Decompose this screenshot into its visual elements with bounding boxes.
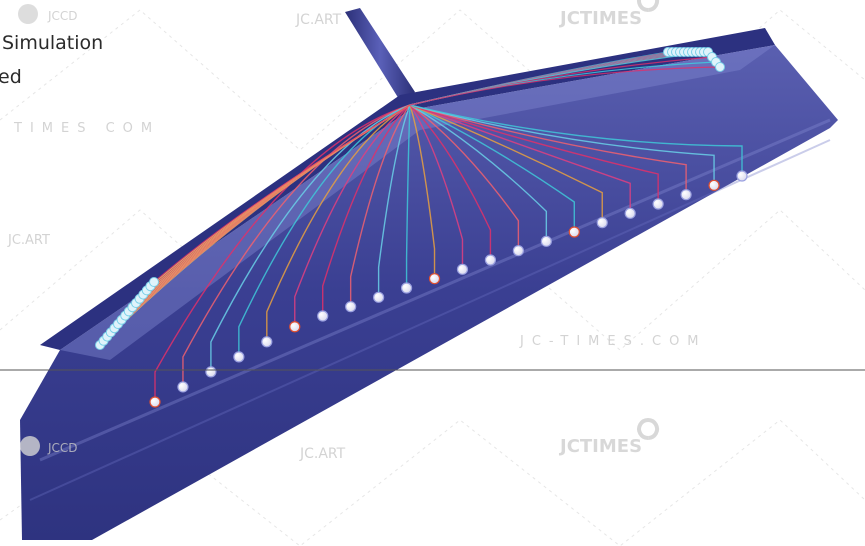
sensor-node-icon	[400, 282, 413, 294]
sensor-node-icon	[624, 207, 636, 219]
flow-line	[409, 104, 715, 186]
sensor-node-icon	[652, 198, 664, 210]
flow-line	[409, 104, 436, 279]
sensor-node-icon	[317, 310, 329, 322]
mold-top-surface	[60, 45, 775, 360]
flow-line	[322, 104, 411, 316]
flow-line-group	[99, 51, 743, 402]
flow-line	[210, 104, 411, 372]
jccd-logo-icon	[20, 436, 40, 456]
jccd-logo-icon	[18, 4, 38, 24]
mold-edge-band	[39, 118, 831, 462]
sensor-node-icon	[708, 179, 720, 191]
watermark-group: JCCD JCTIMES JC.ART JC.ART TIMES COM JC-…	[7, 0, 707, 462]
flow-line	[409, 104, 631, 214]
sensor-node-icon	[149, 396, 161, 408]
jctimes-logo-icon	[637, 0, 660, 12]
watermark-jc-art-bottom: JC.ART	[299, 446, 346, 462]
mold-edge-band	[29, 139, 831, 501]
watermark-jctimes: JCTIMES	[558, 8, 642, 29]
cluster-node-icon	[149, 277, 159, 287]
flow-line	[182, 104, 411, 387]
flow-line	[409, 104, 603, 223]
caption-line-1: Simulation	[2, 32, 104, 54]
jctimes-logo-icon	[637, 418, 660, 440]
sensor-node-icon	[540, 235, 552, 247]
sensor-node-icon	[736, 170, 748, 182]
flow-line	[409, 104, 575, 232]
sensor-node-icon	[456, 263, 469, 275]
node-clusters	[95, 47, 725, 350]
watermark-jc-art-left: JC.ART	[7, 233, 50, 248]
caption-line-2: ed	[0, 66, 22, 88]
flow-line	[409, 104, 464, 270]
watermark-jccd: JCCD	[47, 9, 78, 23]
sensor-node-icon	[512, 245, 524, 257]
watermark-jc-times-domain: JC-TIMES.COM	[519, 334, 707, 349]
sensor-node-icon	[205, 366, 217, 378]
sensor-node-icon	[177, 381, 189, 393]
sensor-node-icon	[233, 351, 245, 363]
sensor-node-icon	[680, 189, 692, 201]
watermark-times-com: TIMES COM	[13, 121, 160, 136]
flow-line	[153, 104, 411, 283]
sensor-node-icon	[568, 226, 580, 238]
sensor-node-icon	[345, 301, 357, 313]
sensor-node-icon	[289, 321, 301, 333]
flow-line	[154, 104, 411, 402]
flow-line	[409, 104, 520, 251]
flow-line	[409, 104, 743, 176]
flow-line	[409, 66, 721, 106]
sprue-runner	[345, 8, 415, 104]
flow-line	[409, 104, 687, 195]
flow-line	[294, 104, 411, 327]
watermark-jctimes-bottom: JCTIMES	[558, 436, 642, 457]
watermark-jccd-bottom: JCCD	[47, 441, 78, 455]
sensor-node-icon	[484, 254, 497, 266]
sensor-node-icon	[596, 217, 608, 229]
cluster-node-icon	[715, 62, 725, 72]
flow-line	[409, 104, 492, 260]
watermark-jc-art-top: JC.ART	[295, 12, 342, 28]
flow-line	[409, 104, 548, 242]
flow-line	[349, 104, 411, 307]
flow-line	[377, 104, 411, 298]
sensor-node-icon	[373, 291, 385, 303]
flow-line	[405, 104, 411, 288]
flow-line	[409, 104, 659, 204]
sensor-node-icon	[428, 273, 441, 285]
flow-line	[266, 104, 411, 342]
sensor-node-icon	[261, 336, 273, 348]
sensor-node-group	[149, 170, 748, 408]
